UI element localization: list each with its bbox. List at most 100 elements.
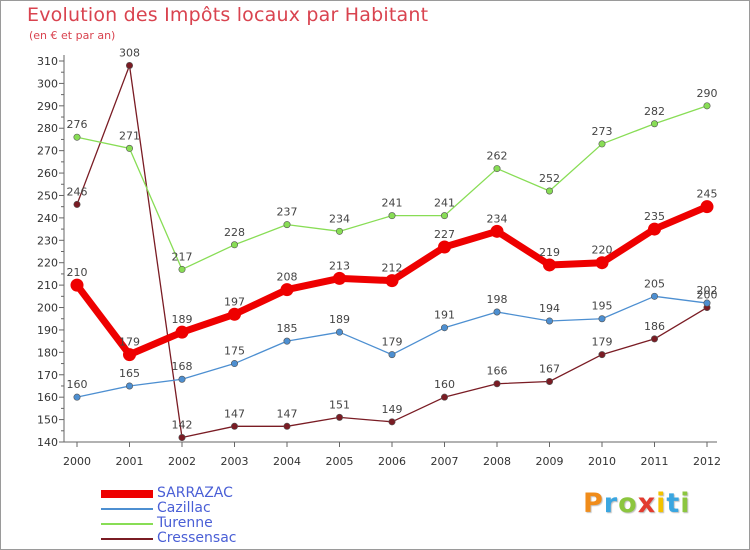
- data-label-turenne: 262: [487, 150, 508, 163]
- x-tick-label: 2003: [221, 455, 249, 468]
- data-point-sarrazac: [385, 274, 399, 288]
- data-label-turenne: 282: [644, 105, 665, 118]
- data-point-cazillac: [126, 382, 134, 390]
- data-label-cazillac: 198: [487, 293, 508, 306]
- data-label-sarrazac: 219: [539, 246, 560, 259]
- data-label-turenne: 241: [434, 197, 455, 210]
- x-tick-label: 2002: [168, 455, 196, 468]
- chart-axes: [63, 55, 717, 443]
- data-label-cazillac: 168: [172, 360, 193, 373]
- data-point-cazillac: [178, 375, 186, 383]
- data-point-cressensac: [545, 377, 553, 385]
- data-label-cressensac: 151: [329, 398, 350, 411]
- data-point-cressensac: [126, 61, 134, 69]
- legend-item-turenne: Turenne: [101, 516, 213, 531]
- data-point-turenne: [335, 227, 343, 235]
- chart-subtitle: (en € et par an): [29, 29, 116, 42]
- y-tick-label: 200: [37, 302, 58, 315]
- data-point-turenne: [231, 241, 239, 249]
- data-label-sarrazac: 213: [329, 259, 350, 272]
- y-tick-label: 210: [37, 279, 58, 292]
- data-point-sarrazac: [543, 258, 556, 272]
- y-tick-label: 300: [37, 77, 58, 90]
- x-tick-label: 2007: [431, 455, 459, 468]
- series-points: [70, 61, 714, 442]
- data-point-cazillac: [388, 351, 396, 359]
- data-point-sarrazac: [123, 348, 136, 362]
- data-label-cressensac: 147: [224, 407, 245, 420]
- y-tick-label: 220: [37, 257, 58, 270]
- data-point-sarrazac: [438, 240, 451, 254]
- y-tick-label: 270: [37, 145, 58, 158]
- data-point-turenne: [598, 140, 606, 148]
- y-tick-label: 260: [37, 167, 58, 180]
- data-point-turenne: [545, 187, 553, 195]
- data-label-turenne: 237: [277, 206, 298, 219]
- data-label-cressensac: 179: [592, 336, 613, 349]
- data-point-sarrazac: [228, 307, 241, 321]
- x-tick-label: 2004: [273, 455, 301, 468]
- x-tick-label: 2005: [326, 455, 354, 468]
- data-label-cressensac: 246: [67, 185, 88, 198]
- proxiti-logo: Proxiti: [583, 488, 691, 519]
- data-point-sarrazac: [700, 200, 714, 214]
- data-label-cazillac: 195: [592, 300, 613, 313]
- x-tick-label: 2000: [63, 455, 91, 468]
- logo-letter: r: [603, 488, 619, 519]
- data-point-cressensac: [335, 413, 343, 421]
- data-point-turenne: [388, 212, 396, 220]
- data-label-cressensac: 186: [644, 320, 665, 333]
- data-point-sarrazac: [595, 256, 609, 270]
- logo-letter: i: [680, 488, 691, 519]
- data-point-cressensac: [231, 422, 239, 430]
- data-label-cressensac: 142: [172, 419, 193, 432]
- data-label-cressensac: 147: [277, 407, 298, 420]
- data-point-turenne: [73, 133, 81, 141]
- data-label-turenne: 271: [119, 129, 140, 142]
- x-tick-label: 2001: [116, 455, 144, 468]
- x-tick-label: 2009: [536, 455, 564, 468]
- y-tick-label: 290: [37, 100, 58, 113]
- data-point-cressensac: [650, 335, 658, 343]
- data-label-sarrazac: 220: [592, 244, 613, 257]
- data-point-turenne: [703, 102, 711, 110]
- data-point-cressensac: [440, 393, 448, 401]
- logo-letter: x: [637, 488, 657, 519]
- data-point-cazillac: [598, 315, 606, 323]
- legend-swatch: [101, 522, 153, 525]
- y-tick-label: 230: [37, 234, 58, 247]
- data-label-turenne: 276: [67, 118, 88, 131]
- y-tick-label: 190: [37, 324, 58, 337]
- data-point-turenne: [126, 144, 134, 152]
- data-label-turenne: 290: [697, 87, 718, 100]
- data-point-sarrazac: [70, 278, 84, 292]
- x-tick-label: 2008: [483, 455, 511, 468]
- data-point-cressensac: [178, 434, 186, 442]
- data-label-sarrazac: 189: [172, 313, 193, 326]
- data-point-turenne: [178, 265, 186, 273]
- data-label-sarrazac: 245: [697, 188, 718, 201]
- data-point-cazillac: [231, 360, 239, 368]
- data-label-cazillac: 202: [697, 284, 718, 297]
- data-point-cressensac: [73, 200, 81, 208]
- data-point-cazillac: [283, 337, 291, 345]
- y-tick-label: 250: [37, 189, 58, 202]
- data-label-cazillac: 189: [329, 313, 350, 326]
- data-label-cazillac: 205: [644, 277, 665, 290]
- y-tick-label: 170: [37, 369, 58, 382]
- data-label-turenne: 241: [382, 197, 403, 210]
- data-point-cressensac: [598, 351, 606, 359]
- data-point-cazillac: [440, 324, 448, 332]
- y-tick-label: 310: [37, 55, 58, 68]
- legend-label: SARRAZAC: [157, 485, 233, 501]
- data-point-cazillac: [73, 393, 81, 401]
- logo-letter: t: [666, 488, 681, 519]
- legend-label: Turenne: [157, 515, 213, 531]
- y-tick-label: 180: [37, 346, 58, 359]
- data-point-turenne: [440, 212, 448, 220]
- y-tick-label: 150: [37, 414, 58, 427]
- data-point-turenne: [283, 221, 291, 229]
- data-label-cazillac: 194: [539, 302, 560, 315]
- legend-item-cazillac: Cazillac: [101, 501, 211, 516]
